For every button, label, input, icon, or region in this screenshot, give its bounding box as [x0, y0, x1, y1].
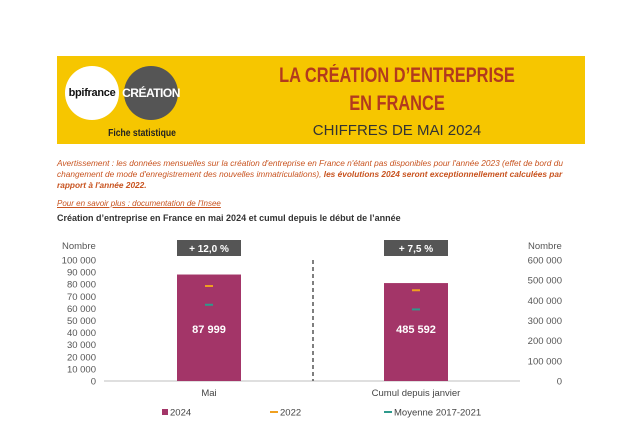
fiche-statistique-label: Fiche statistique — [108, 128, 176, 139]
right-tick-label: 200 000 — [528, 336, 562, 347]
left-tick-label: 100 000 — [62, 256, 96, 267]
left-tick-label: 0 — [91, 377, 96, 388]
right-axis-title: Nombre — [528, 241, 562, 252]
left-tick-label: 60 000 — [67, 304, 96, 315]
change-badge-label: + 12,0 % — [189, 244, 229, 255]
right-tick-label: 600 000 — [528, 256, 562, 267]
bar-2024 — [384, 283, 448, 381]
page-title-line1: LA CRÉATION D’ENTREPRISE — [279, 64, 515, 87]
insee-documentation-link[interactable]: Pour en savoir plus : documentation de l… — [57, 199, 221, 208]
left-tick-label: 50 000 — [67, 316, 96, 327]
warning-bold-text: les évolutions 2024 seront exceptionnell… — [57, 169, 563, 190]
left-axis-title: Nombre — [62, 241, 96, 252]
change-badge — [177, 240, 241, 256]
change-badge-label: + 7,5 % — [399, 244, 433, 255]
legend-label: 2022 — [280, 408, 301, 419]
right-tick-label: 100 000 — [528, 356, 562, 367]
right-tick-label: 0 — [557, 377, 562, 388]
chart-title: Création d’entreprise en France en mai 2… — [57, 213, 401, 223]
legend-label: 2024 — [170, 408, 191, 419]
bar-value-label: 485 592 — [396, 324, 436, 336]
bar-value-label: 87 999 — [192, 324, 226, 336]
warning-text: Avertissement : les données mensuelles s… — [57, 158, 563, 179]
category-label: Cumul depuis janvier — [372, 388, 461, 399]
right-tick-label: 400 000 — [528, 296, 562, 307]
left-tick-label: 90 000 — [67, 268, 96, 279]
header-banner: bpifrance CRÉATION Fiche statistique LA … — [57, 56, 585, 144]
page-title-line2: EN FRANCE — [349, 92, 445, 115]
category-label: Mai — [201, 388, 216, 399]
left-tick-label: 80 000 — [67, 280, 96, 291]
right-tick-label: 300 000 — [528, 316, 562, 327]
bpifrance-logo: bpifrance — [65, 66, 119, 120]
legend-swatch-2024 — [162, 409, 168, 415]
right-tick-label: 500 000 — [528, 276, 562, 287]
creation-logo: CRÉATION — [122, 66, 180, 120]
left-tick-label: 20 000 — [67, 352, 96, 363]
warning-notice: Avertissement : les données mensuelles s… — [57, 158, 587, 191]
left-tick-label: 30 000 — [67, 340, 96, 351]
left-tick-label: 40 000 — [67, 328, 96, 339]
left-tick-label: 70 000 — [67, 292, 96, 303]
page-subtitle: CHIFFRES DE MAI 2024 — [312, 122, 482, 139]
change-badge — [384, 240, 448, 256]
left-tick-label: 10 000 — [67, 364, 96, 375]
bar-2024 — [177, 274, 241, 381]
legend-label: Moyenne 2017-2021 — [394, 408, 481, 419]
